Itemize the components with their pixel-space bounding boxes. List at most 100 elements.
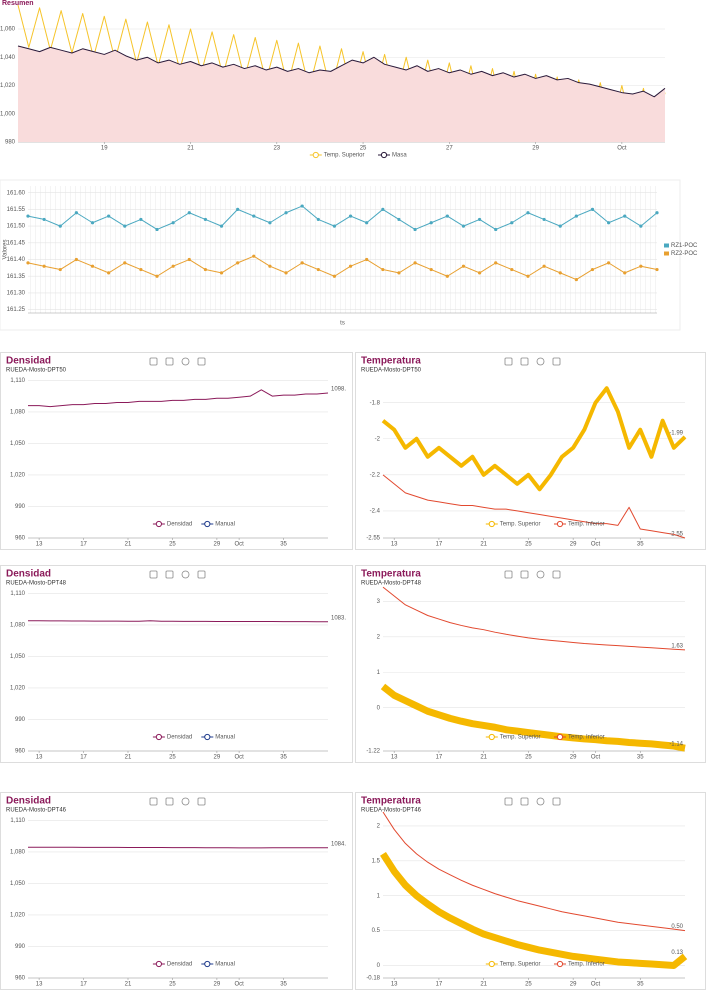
point	[397, 271, 401, 275]
legend-label: Manual	[215, 522, 235, 528]
x-tick-label: 21	[125, 542, 132, 548]
toolbar-icon[interactable]	[520, 797, 529, 806]
toolbar-icon[interactable]	[504, 797, 513, 806]
legend-label: Temp. Superior	[500, 522, 541, 528]
point	[203, 267, 208, 272]
series-line	[380, 683, 686, 752]
toolbar-icon[interactable]	[536, 797, 545, 806]
y-tick-label: 1,110	[10, 378, 25, 384]
legend-marker	[312, 151, 319, 159]
area	[18, 45, 665, 142]
x-tick-label: Oct	[591, 982, 601, 988]
point	[381, 207, 385, 211]
point	[574, 214, 578, 218]
legend-label: Temp. Inferior	[568, 735, 605, 741]
point	[268, 221, 272, 225]
point	[187, 257, 191, 262]
toolbar-icon[interactable]	[552, 357, 561, 366]
x-tick-label: 13	[391, 982, 398, 988]
point	[655, 211, 659, 215]
chart-subtitle: RUEDA-Mosto-DPT46	[6, 808, 67, 814]
point	[203, 217, 208, 222]
point	[365, 221, 369, 225]
y-tick-label: 1,110	[10, 591, 25, 597]
x-tick-label: 25	[169, 982, 176, 988]
series-line	[28, 620, 328, 623]
legend-label: Densidad	[167, 522, 192, 528]
toolbar-icon[interactable]	[520, 357, 529, 366]
point	[639, 264, 643, 268]
x-tick-label: 25	[525, 542, 532, 548]
point	[139, 267, 143, 272]
toolbar-icon[interactable]	[149, 570, 158, 579]
toolbar-icon[interactable]	[504, 357, 513, 366]
y-tick-label: 1,080	[10, 410, 26, 416]
chart-subtitle: RUEDA-Mosto-DPT46	[361, 808, 422, 814]
toolbar-icon[interactable]	[149, 357, 158, 366]
x-tick-label: 21	[480, 755, 487, 761]
legend-marker	[204, 960, 211, 968]
point	[332, 274, 337, 278]
point	[316, 217, 320, 222]
point	[461, 224, 466, 228]
point	[236, 261, 240, 265]
toolbar-icon[interactable]	[197, 357, 206, 366]
y-tick-label: 3	[377, 599, 381, 605]
y-axis-label: Valores	[3, 240, 9, 260]
x-tick-label: 17	[80, 755, 87, 761]
legend-marker	[204, 520, 211, 528]
toolbar-icon[interactable]	[504, 570, 513, 579]
toolbar-icon[interactable]	[197, 797, 206, 806]
y-tick-label: 161.60	[7, 190, 26, 196]
toolbar-icon[interactable]	[536, 357, 545, 366]
end-label: 1.63	[671, 643, 683, 649]
point	[252, 214, 256, 218]
series-line	[27, 205, 658, 230]
point	[397, 217, 401, 222]
y-tick-label: 161.40	[7, 257, 26, 263]
legend-marker	[488, 733, 495, 741]
toolbar-icon[interactable]	[197, 570, 206, 579]
point	[429, 221, 433, 225]
toolbar-icon[interactable]	[552, 570, 561, 579]
point	[139, 217, 143, 222]
x-tick-label: 29	[570, 542, 577, 548]
point	[252, 254, 256, 258]
panel	[0, 352, 353, 550]
x-tick-label: 25	[360, 146, 367, 152]
y-tick-label: 1,020	[10, 913, 26, 919]
toolbar-icon[interactable]	[165, 797, 174, 806]
point	[461, 264, 466, 268]
point	[171, 221, 175, 225]
toolbar-icon[interactable]	[520, 570, 529, 579]
toolbar-icon[interactable]	[165, 570, 174, 579]
point	[542, 217, 546, 222]
y-tick-label: 960	[15, 976, 26, 982]
point	[42, 264, 46, 268]
y-tick-label: 161.25	[7, 307, 26, 313]
panel	[355, 792, 706, 990]
chart-title: Densidad	[6, 569, 51, 580]
x-tick-label: 27	[446, 146, 453, 152]
series-line	[382, 586, 686, 651]
toolbar-icon[interactable]	[165, 357, 174, 366]
point	[348, 264, 353, 268]
toolbar-icon[interactable]	[149, 797, 158, 806]
toolbar-icon[interactable]	[181, 797, 190, 806]
x-tick-label: 35	[280, 982, 287, 988]
point	[284, 211, 288, 215]
toolbar-icon[interactable]	[552, 797, 561, 806]
y-tick-label: 1,050	[10, 654, 26, 660]
toolbar-icon[interactable]	[181, 357, 190, 366]
x-tick-label: 25	[169, 542, 176, 548]
chart-title: Densidad	[6, 796, 51, 807]
y-tick-label: -1.22	[366, 749, 380, 755]
toolbar-icon[interactable]	[181, 570, 190, 579]
point	[90, 221, 95, 225]
x-tick-label: 21	[480, 542, 487, 548]
y-tick-label: 1,040	[0, 55, 16, 61]
legend-label: Temp. Superior	[500, 962, 541, 968]
point	[623, 271, 627, 275]
series-line	[382, 474, 686, 539]
toolbar-icon[interactable]	[536, 570, 545, 579]
